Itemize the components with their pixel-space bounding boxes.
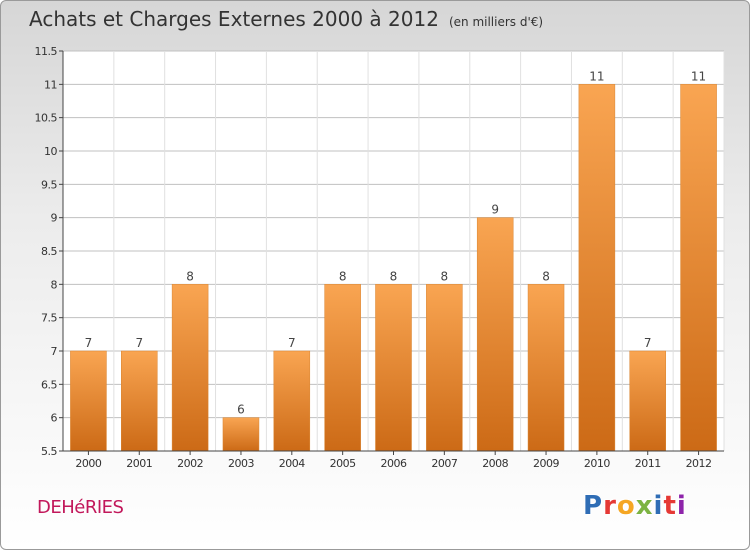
x-tick-label: 2009: [533, 457, 559, 470]
data-label: 8: [542, 269, 550, 283]
x-tick-label: 2005: [330, 457, 356, 470]
chart-unit: (en milliers d'€): [448, 15, 544, 29]
x-tick-label: 2007: [431, 457, 457, 470]
x-tick-label: 2002: [177, 457, 203, 470]
y-tick-label: 7: [51, 345, 58, 358]
bar: [121, 350, 158, 452]
data-label: 8: [441, 269, 449, 283]
data-label: 7: [644, 336, 652, 350]
bar: [426, 284, 463, 452]
x-tick-label: 2010: [584, 457, 610, 470]
y-tick-label: 8.5: [41, 245, 57, 258]
y-tick-label: 10.5: [35, 112, 58, 125]
data-label: 8: [390, 269, 398, 283]
y-tick-label: 5.5: [41, 445, 57, 458]
x-tick-label: 2003: [228, 457, 254, 470]
bar: [222, 417, 260, 452]
x-tick-label: 2006: [381, 457, 407, 470]
data-label: 9: [491, 203, 499, 217]
logo-letter: r: [603, 491, 617, 521]
bar: [476, 217, 514, 452]
bar: [680, 84, 717, 452]
data-label: 7: [85, 336, 93, 350]
y-tick-label: 7.5: [41, 312, 57, 325]
logo-letter: t: [663, 491, 677, 521]
chart-title: Achats et Charges Externes 2000 à 2012 (e…: [29, 7, 543, 31]
y-tick-label: 9.5: [41, 178, 57, 191]
data-label: 6: [237, 403, 245, 417]
y-tick-label: 11.5: [35, 45, 58, 58]
bar: [375, 284, 412, 452]
bar: [273, 350, 311, 452]
logo-letter: i: [653, 491, 664, 521]
commune-name: DEHéRIES: [37, 497, 124, 518]
y-tick-label: 8: [51, 278, 58, 291]
logo-letter: i: [676, 491, 687, 521]
data-label: 8: [186, 269, 194, 283]
data-label: 7: [135, 336, 143, 350]
y-tick-label: 6.5: [41, 378, 57, 391]
x-tick-label: 2000: [75, 457, 101, 470]
y-tick-label: 11: [44, 78, 57, 91]
logo-letter: x: [635, 491, 654, 521]
logo-letter: P: [583, 491, 604, 521]
bar: [629, 350, 666, 452]
x-tick-label: 2011: [635, 457, 661, 470]
x-tick-label: 2004: [279, 457, 305, 470]
data-label: 11: [691, 69, 706, 83]
data-label: 7: [288, 336, 296, 350]
bar: [171, 284, 209, 452]
proxiti-logo: Proxiti: [583, 491, 687, 521]
data-label: 11: [589, 69, 604, 83]
y-tick-label: 6: [51, 412, 58, 425]
x-tick-label: 2012: [686, 457, 712, 470]
x-tick-label: 2008: [482, 457, 508, 470]
bar: [527, 284, 565, 452]
x-tick-label: 2001: [126, 457, 152, 470]
data-label: 8: [339, 269, 347, 283]
chart-title-text: Achats et Charges Externes 2000 à 2012: [29, 7, 439, 31]
y-tick-label: 9: [51, 212, 58, 225]
bar: [578, 84, 616, 452]
bar: [324, 284, 361, 452]
logo-letter: o: [616, 491, 636, 521]
bar: [70, 350, 107, 452]
y-tick-label: 10: [44, 145, 57, 158]
